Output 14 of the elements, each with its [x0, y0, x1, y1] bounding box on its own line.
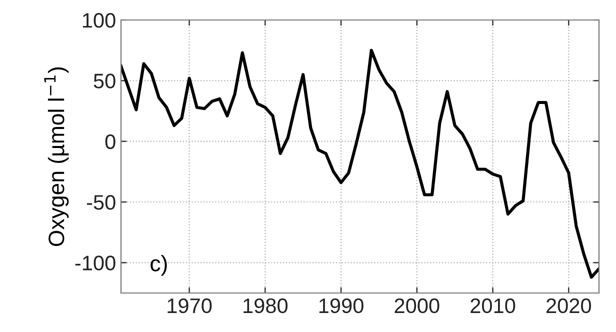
x-tick-label: 2010: [470, 298, 516, 314]
line-series: [121, 48, 599, 279]
y-tick-label: 0: [105, 134, 116, 150]
y-tick-label: 100: [82, 13, 116, 28]
y-tick-label: -100: [75, 256, 116, 270]
y-tick-label: 50: [94, 74, 116, 88]
y-tick-label: -50: [86, 195, 116, 210]
annotation: c): [150, 255, 167, 276]
x-tick-label: 1970: [168, 298, 212, 314]
x-tick-label: 1980: [244, 298, 288, 314]
x-tick-label: 1990: [319, 298, 364, 314]
x-tick-label: 2020: [546, 298, 592, 314]
x-tick-label: 2000: [394, 298, 440, 314]
y-axis-title: Oxygen (µmol l$^{−1}$): [44, 67, 69, 246]
